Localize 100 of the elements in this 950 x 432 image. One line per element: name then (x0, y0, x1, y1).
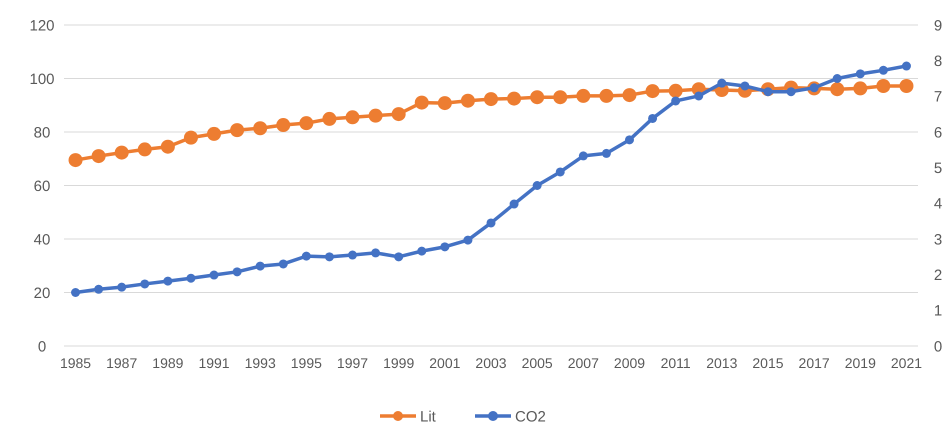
point (484, 92, 498, 106)
point (832, 74, 842, 83)
point (899, 78, 914, 93)
y2-tick-label: 9 (934, 17, 942, 34)
y2-tick-label: 4 (934, 196, 942, 213)
y2-tick-label: 1 (934, 302, 942, 320)
y-tick-label: 80 (34, 124, 50, 142)
point (207, 126, 222, 141)
point (210, 270, 219, 280)
x-tick-label: 2021 (890, 355, 922, 371)
x-tick-label: 2013 (706, 355, 738, 371)
point (186, 274, 196, 283)
x-tick-label: 2003 (475, 355, 507, 371)
point (276, 118, 290, 132)
y2-tick-label: 2 (934, 266, 942, 284)
point (717, 78, 726, 88)
x-tick-label: 2017 (798, 355, 830, 371)
point (856, 69, 865, 78)
y2-tick-label: 7 (934, 88, 942, 106)
point (646, 84, 660, 98)
point (417, 246, 426, 256)
point (163, 276, 172, 286)
point (486, 218, 496, 228)
point (92, 149, 106, 164)
x-tick-label: 2019 (844, 355, 876, 371)
point (256, 262, 265, 271)
point (68, 153, 83, 168)
point (278, 259, 288, 268)
point (602, 148, 611, 158)
point (184, 130, 198, 145)
point (463, 236, 472, 245)
x-tick-label: 1993 (244, 355, 276, 371)
x-tick-label: 2015 (752, 355, 784, 371)
point (578, 151, 588, 160)
point (438, 96, 452, 110)
point (624, 135, 634, 144)
point (140, 279, 150, 288)
point (668, 84, 683, 98)
point (878, 66, 888, 75)
point (532, 181, 542, 190)
y2-tick-label: 0 (934, 338, 942, 356)
point (694, 91, 704, 100)
point (346, 110, 360, 124)
point (348, 250, 358, 260)
point (371, 248, 380, 258)
point (71, 288, 80, 297)
point (460, 94, 475, 108)
point (740, 81, 750, 90)
point (368, 108, 383, 123)
legend-label: Lit (420, 408, 437, 426)
point (510, 200, 519, 209)
x-tick-label: 1999 (383, 355, 414, 371)
x-tick-label: 1989 (152, 355, 184, 371)
point (299, 116, 314, 130)
y-tick-label: 20 (34, 284, 50, 302)
x-tick-label: 1997 (336, 355, 368, 371)
point (138, 142, 152, 156)
point (392, 107, 406, 122)
x-tick-label: 2001 (429, 355, 461, 371)
y-tick-label: 120 (29, 17, 55, 34)
point (853, 81, 868, 96)
point (648, 114, 658, 123)
point (530, 90, 544, 104)
point (114, 146, 129, 160)
y-tick-label: 0 (38, 338, 46, 356)
x-tick-label: 2005 (522, 355, 553, 371)
x-tick-label: 2011 (660, 355, 691, 371)
y2-tick-label: 8 (934, 52, 942, 70)
y-tick-label: 60 (34, 178, 50, 195)
y-tick-label: 40 (34, 231, 50, 248)
point (556, 167, 565, 176)
point (94, 284, 104, 294)
point (440, 242, 450, 252)
point (324, 252, 334, 262)
legend-label: CO2 (515, 408, 546, 426)
point (414, 96, 429, 110)
point (553, 90, 568, 104)
y-tick-label: 100 (29, 70, 55, 88)
x-tick-label: 2007 (568, 355, 600, 371)
point (671, 96, 680, 106)
x-tick-label: 1991 (198, 355, 230, 371)
x-tick-label: 2009 (614, 355, 646, 371)
x-tick-label: 1995 (290, 355, 322, 371)
point (507, 92, 522, 106)
point (117, 282, 126, 292)
point (394, 252, 404, 262)
point (902, 62, 911, 71)
point (322, 112, 336, 126)
point (576, 88, 590, 103)
point (253, 121, 268, 136)
x-tick-label: 1985 (60, 355, 92, 371)
point (830, 82, 844, 96)
point (599, 88, 614, 103)
point (622, 88, 636, 102)
point (876, 78, 890, 93)
y2-tick-label: 6 (934, 124, 942, 142)
y2-tick-label: 3 (934, 231, 942, 248)
point (230, 123, 244, 138)
point (160, 140, 175, 154)
point (302, 252, 311, 261)
